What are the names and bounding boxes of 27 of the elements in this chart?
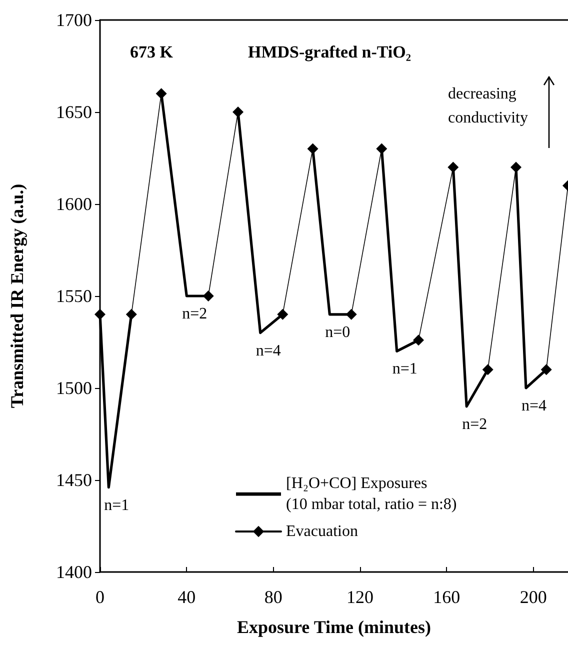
- x-tick-label: 200: [520, 587, 547, 607]
- y-tick-label: 1500: [56, 378, 92, 398]
- x-tick-label: 120: [346, 587, 374, 607]
- x-tick-label: 160: [433, 587, 460, 607]
- x-tick-label: 80: [264, 587, 282, 607]
- annotation: n=0: [325, 324, 350, 341]
- annotation: n=1: [104, 496, 130, 514]
- legend-label: [H₂O+CO] Exposures (10 mbar total, ratio = n:8): [286, 475, 457, 513]
- legend-label: Evacuation: [286, 523, 358, 540]
- x-tick-label: 0: [96, 587, 104, 607]
- annotation: HMDS-grafted n-TiO₂: [248, 42, 411, 62]
- annotation: n=4: [256, 342, 281, 360]
- y-tick-label: 1450: [56, 470, 92, 490]
- y-tick-label: 1700: [56, 10, 92, 30]
- annotation: n=4: [521, 398, 546, 414]
- annotation: 673 K: [130, 42, 174, 62]
- annotation: decreasing conductivity: [448, 86, 528, 126]
- y-axis-title: Transmitted IR Energy (a.u.): [7, 184, 27, 408]
- x-axis-title: Exposure Time (minutes): [236, 617, 432, 637]
- x-tick-label: 40: [178, 587, 196, 607]
- annotation: n=2: [462, 416, 488, 433]
- annotation: n=2: [182, 306, 208, 322]
- y-tick-label: 1400: [56, 562, 92, 582]
- y-tick-label: 1550: [56, 286, 92, 306]
- y-tick-label: 1600: [56, 194, 92, 214]
- annotation: n=1: [392, 360, 418, 378]
- y-tick-label: 1650: [56, 102, 92, 122]
